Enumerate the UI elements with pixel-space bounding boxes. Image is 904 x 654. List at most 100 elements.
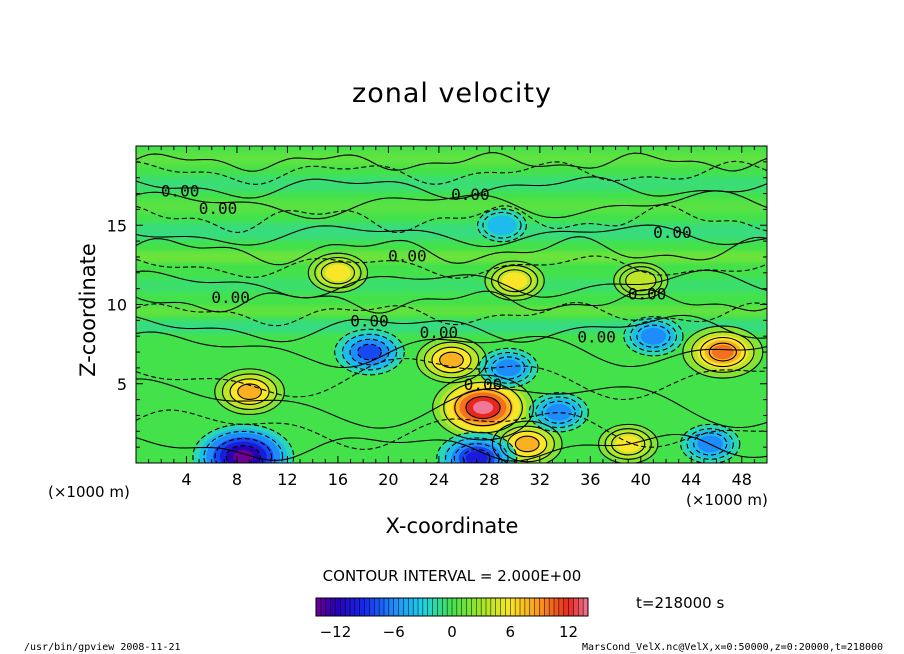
contour-label: 0.00 <box>653 223 692 242</box>
contour-line <box>136 236 767 266</box>
colorbar-segment <box>427 598 434 616</box>
colorbar-segment <box>442 598 448 616</box>
colorbar-segment <box>408 598 414 616</box>
contour-ring <box>619 266 663 296</box>
x-axis-label: X-coordinate <box>385 514 519 538</box>
contour-line <box>136 314 767 343</box>
colorbar-segment <box>398 598 404 616</box>
y-tick-label: 10 <box>107 296 127 315</box>
colorbar-segment <box>413 598 419 616</box>
contour-ring <box>444 437 509 463</box>
colorbar-segment <box>558 598 565 616</box>
colorbar-segment <box>452 598 458 616</box>
colorbar-segment <box>432 598 438 616</box>
contour-lines <box>136 152 767 463</box>
contour-ring <box>314 256 362 289</box>
contour-line <box>136 378 767 429</box>
footer-right: MarsCond_VelX.nc@VelX,x=0:50000,z=0:2000… <box>582 642 884 653</box>
contour-line <box>136 357 767 401</box>
colorbar-segment <box>461 598 468 616</box>
contour-ring <box>307 252 369 293</box>
colorbar-segment <box>471 598 477 616</box>
contour-ring <box>229 378 270 405</box>
contour-ring <box>491 420 563 463</box>
feature-level <box>515 436 539 452</box>
colorbar-segment <box>515 598 521 616</box>
contour-ring <box>491 356 526 380</box>
x-tick-label: 4 <box>181 470 191 489</box>
contour-ring <box>625 270 657 292</box>
feature-level <box>546 403 572 421</box>
contour-label: 0.00 <box>211 288 250 307</box>
chart-title: zonal velocity <box>352 78 552 109</box>
x-tick-label: 16 <box>328 470 348 489</box>
colorbar-segment <box>320 598 327 616</box>
x-axis-ticks: 4 8 12 16 20 24 28 32 36 40 44 48 <box>135 146 768 489</box>
footer-left: /usr/bin/gpview 2008-11-21 <box>24 642 181 653</box>
colorbar-segment <box>374 598 380 616</box>
colorbar-segment <box>490 598 497 616</box>
contour-ring <box>636 324 671 348</box>
feature-level <box>472 401 494 415</box>
contour-ring <box>357 343 382 361</box>
contour-ring <box>225 445 261 463</box>
colorbar-segment <box>422 598 429 616</box>
contour-ring <box>436 431 518 463</box>
contour-ring <box>691 331 755 373</box>
contour-ring <box>432 374 534 441</box>
field-band <box>136 306 767 316</box>
colorbar-segment <box>335 598 341 616</box>
colorbar-segment <box>481 598 487 616</box>
x-tick-label: 36 <box>580 470 600 489</box>
y-tick-label: 5 <box>117 375 127 394</box>
contour-label: 0.00 <box>577 328 616 347</box>
colorbar-segment <box>466 598 472 616</box>
feature-level <box>439 352 464 368</box>
colorbar-segment <box>505 598 511 616</box>
colorbar-segment <box>524 598 531 616</box>
colorbar-segment <box>554 598 560 616</box>
contour-label: 0.00 <box>161 182 200 201</box>
colorbar-segment <box>534 598 540 616</box>
colorbar-tick-label: −12 <box>320 623 352 641</box>
colorbar-segment <box>583 598 589 616</box>
time-label: t=218000 s <box>636 594 725 612</box>
y-tick-label: 15 <box>107 216 127 235</box>
contour-ring <box>349 338 390 366</box>
contour-ring <box>431 346 472 374</box>
contour-ring <box>497 269 532 293</box>
contour-ring <box>514 435 540 453</box>
colorbar-segment <box>549 598 555 616</box>
colorbar-segment <box>350 598 356 616</box>
x-tick-label: 8 <box>232 470 242 489</box>
colorbar-segment <box>359 598 366 616</box>
contour-ring <box>484 352 532 384</box>
contour-ring <box>686 428 734 460</box>
contour-ring <box>237 383 262 400</box>
feature-level <box>233 450 254 463</box>
contour-label: 0.00 <box>199 199 238 218</box>
contour-ring <box>535 396 583 429</box>
feature-level <box>501 272 528 290</box>
x-tick-label: 48 <box>732 470 752 489</box>
contour-label: 0.00 <box>464 375 503 394</box>
colorbar-segment <box>393 598 400 616</box>
colorbar-segment <box>316 598 322 616</box>
contour-ring <box>454 388 512 427</box>
colorbar-segment <box>384 598 390 616</box>
colorbar-segment <box>345 598 351 616</box>
contour-ring <box>423 341 480 379</box>
contour-ring <box>629 320 678 353</box>
contour-label: 0.00 <box>420 323 459 342</box>
contour-ring <box>541 400 576 424</box>
x-tick-label: 28 <box>479 470 499 489</box>
x-tick-label: 24 <box>429 470 449 489</box>
contour-ring <box>693 432 728 456</box>
contour-line <box>136 288 767 314</box>
contour-ring <box>598 423 659 463</box>
contour-ring <box>528 392 589 433</box>
contour-ring <box>439 351 464 369</box>
feature-level <box>237 384 262 400</box>
contour-ring <box>192 423 295 463</box>
